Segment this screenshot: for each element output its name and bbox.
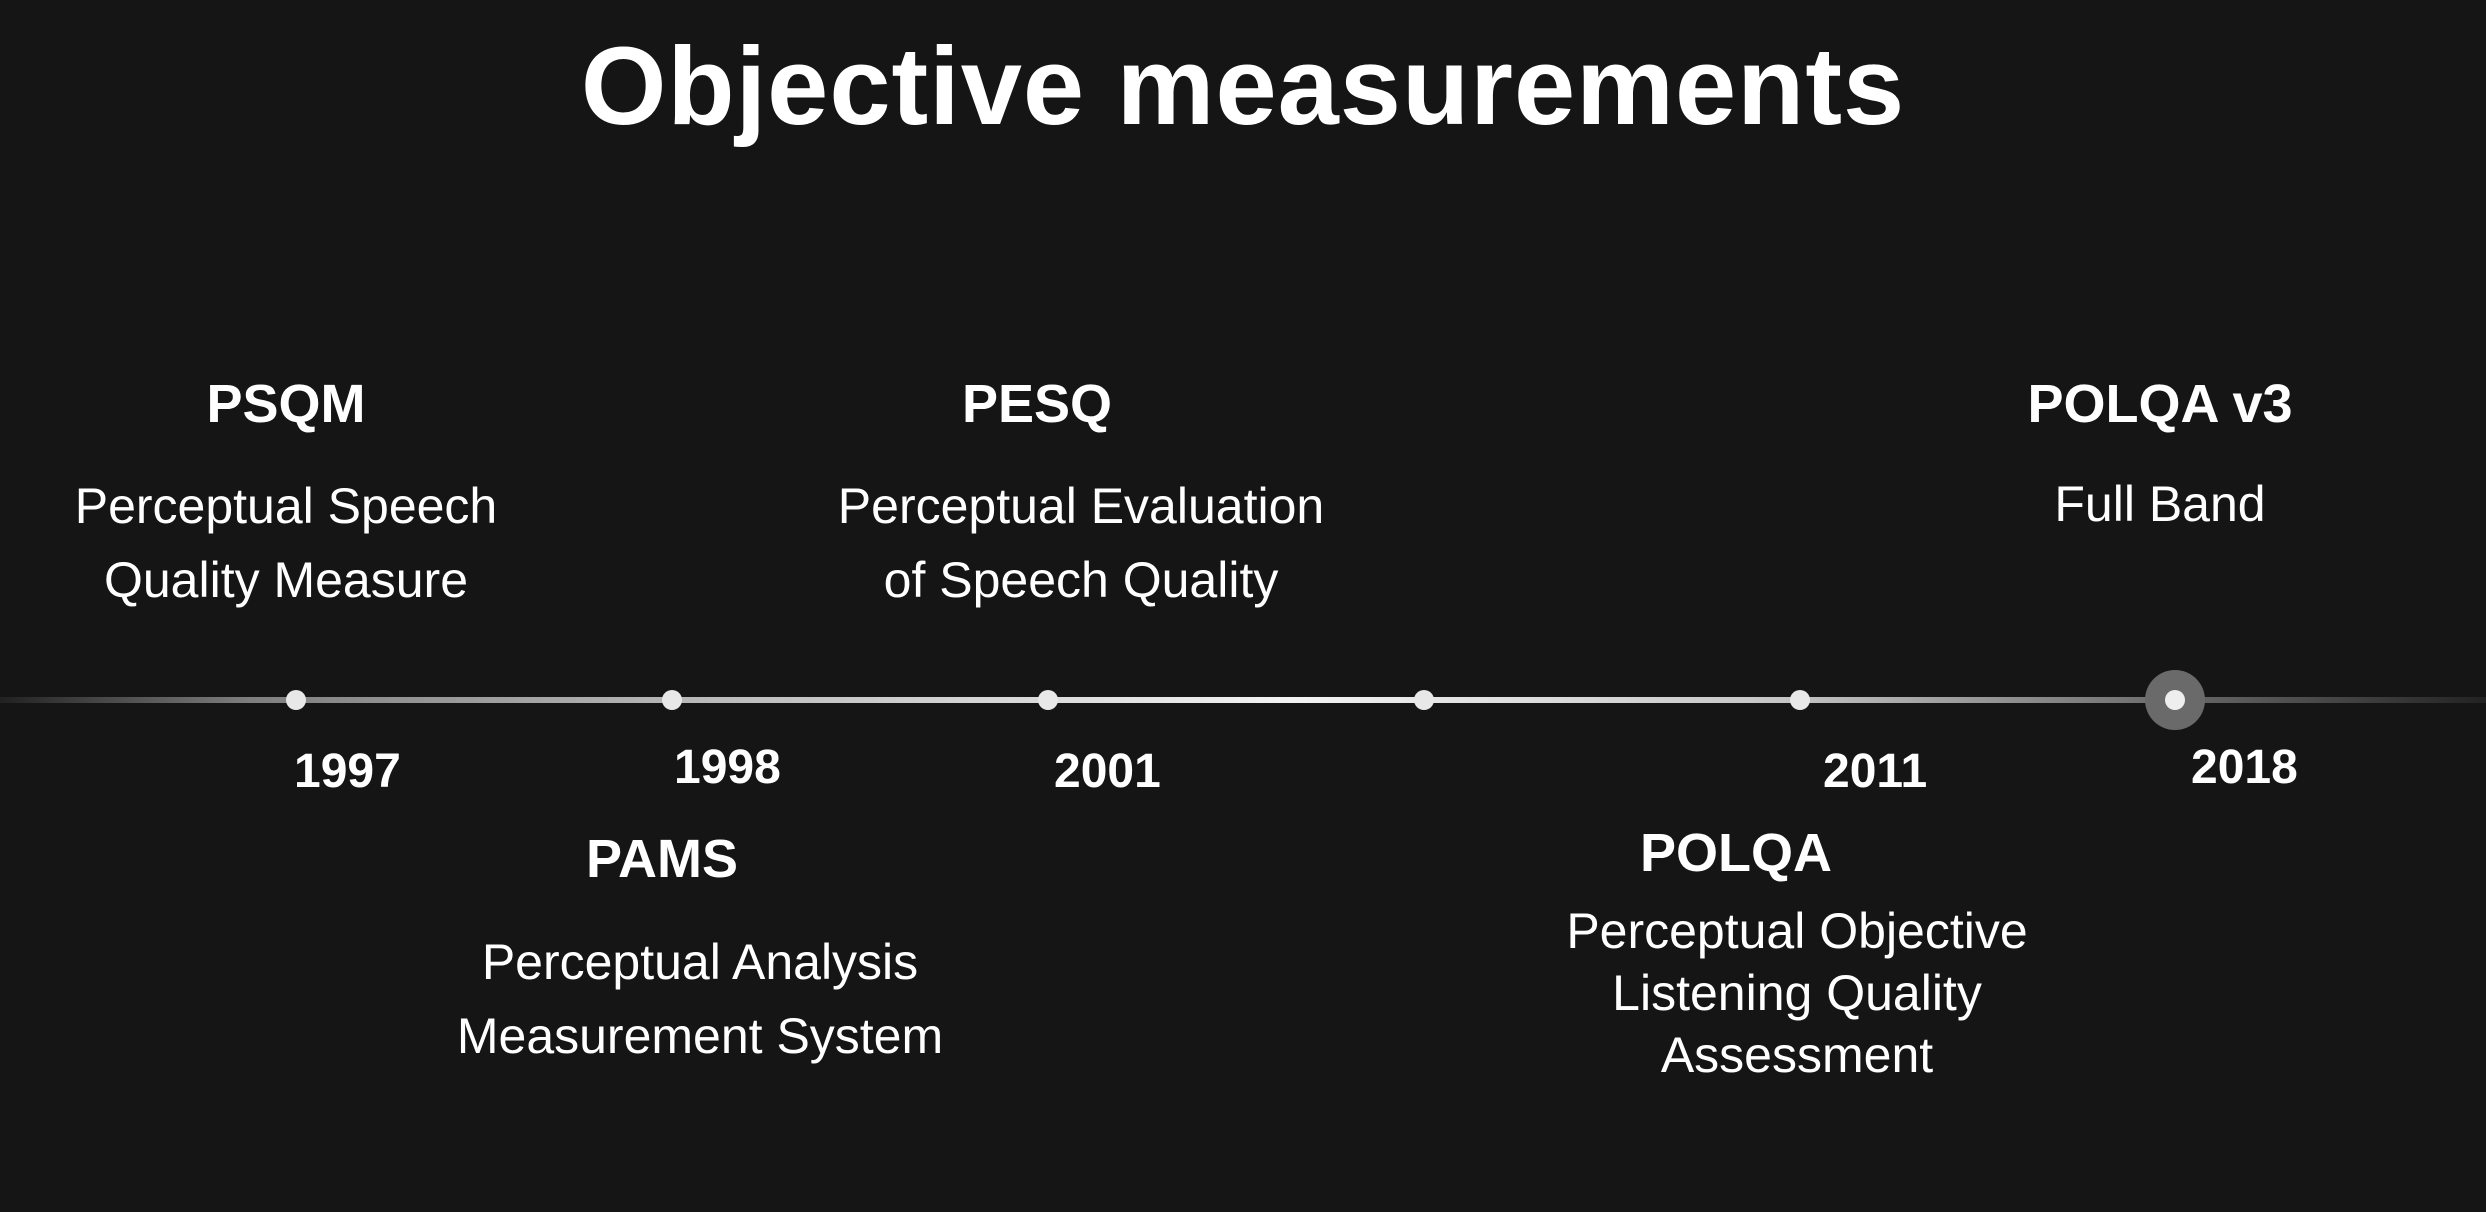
timeline-dot-2011 bbox=[1790, 690, 1810, 710]
event-description-pesq: Perceptual Evaluation of Speech Quality bbox=[781, 469, 1381, 617]
event-title-psqm: PSQM bbox=[206, 374, 366, 434]
event-description-line: Listening Quality bbox=[1612, 965, 1982, 1021]
event-title-pesq: PESQ bbox=[961, 374, 1113, 434]
event-description-line: Perceptual Speech bbox=[74, 478, 498, 534]
event-description-psqm: Perceptual Speech Quality Measure bbox=[36, 469, 536, 617]
event-description-line: Perceptual Objective bbox=[1566, 903, 2028, 959]
event-description-polqa-v3: Full Band bbox=[1960, 467, 2360, 541]
timeline-dot-2018-highlight bbox=[2145, 670, 2205, 730]
event-description-line: Assessment bbox=[1660, 1027, 1934, 1083]
year-label-2018: 2018 bbox=[2191, 741, 2298, 794]
timeline-dot-2001 bbox=[1038, 690, 1058, 710]
event-description-line: Perceptual Evaluation bbox=[837, 478, 1325, 534]
year-label-2011: 2011 bbox=[1823, 745, 1928, 798]
event-description-line: of Speech Quality bbox=[883, 552, 1279, 608]
event-title-pams: PAMS bbox=[585, 829, 738, 889]
timeline-dot-1997 bbox=[286, 690, 306, 710]
event-description-line: Full Band bbox=[2054, 476, 2266, 532]
timeline-dot-unlabeled bbox=[1414, 690, 1434, 710]
timeline-dot-2018 bbox=[2165, 690, 2185, 710]
event-description-polqa: Perceptual Objective Listening Quality A… bbox=[1497, 900, 2097, 1086]
event-description-line: Measurement System bbox=[456, 1008, 944, 1064]
event-title-polqa: POLQA bbox=[1639, 823, 1832, 883]
year-label-2001: 2001 bbox=[1054, 745, 1161, 798]
year-label-1997: 1997 bbox=[294, 745, 401, 798]
timeline-dot-1998 bbox=[662, 690, 682, 710]
event-title-polqa-v3: POLQA v3 bbox=[2027, 374, 2293, 434]
event-description-pams: Perceptual Analysis Measurement System bbox=[400, 925, 1000, 1073]
timeline-axis bbox=[0, 697, 2486, 703]
event-description-line: Quality Measure bbox=[103, 552, 469, 608]
page-title: Objective measurements bbox=[580, 25, 1906, 148]
year-label-1998: 1998 bbox=[674, 741, 781, 794]
event-description-line: Perceptual Analysis bbox=[481, 934, 919, 990]
